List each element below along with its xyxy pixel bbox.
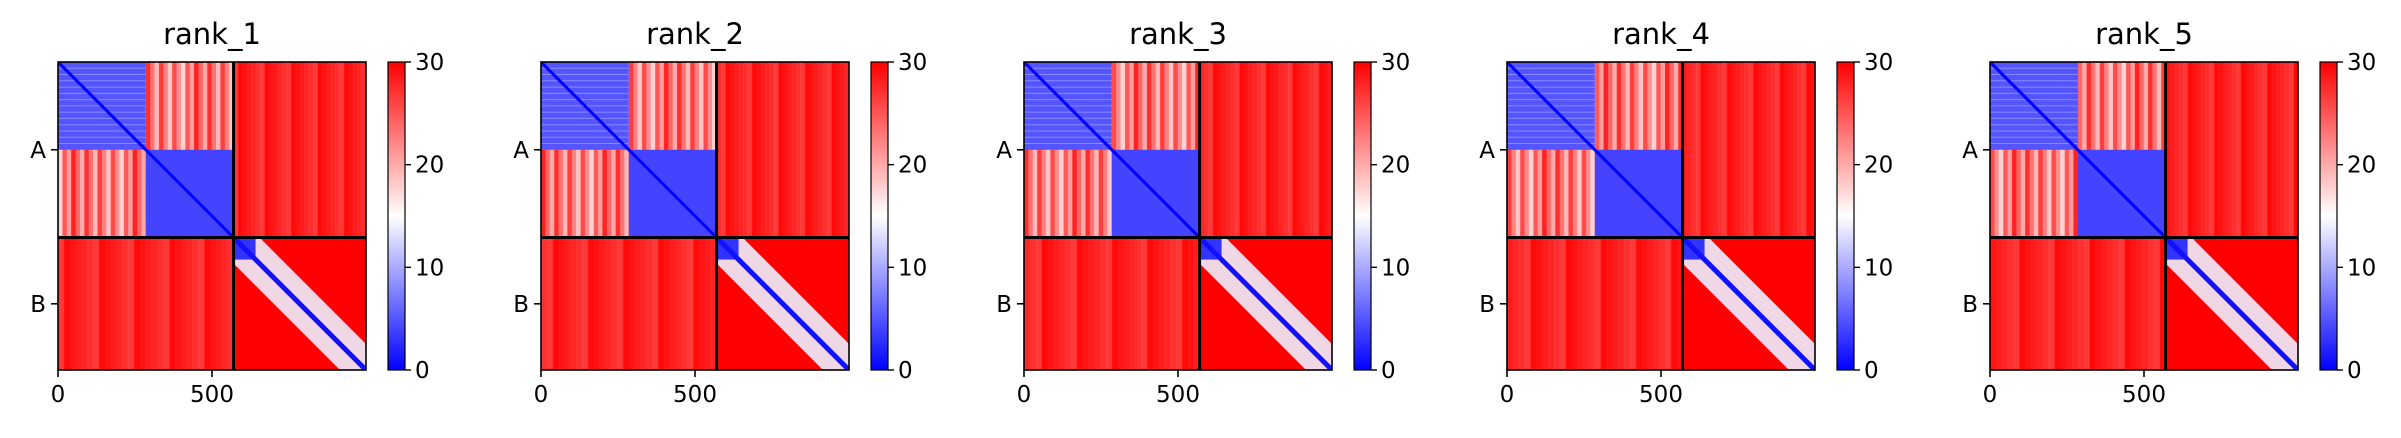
colorbar: 0 10 20 30 [387, 50, 444, 384]
x-tick-label: 0 [51, 382, 66, 408]
y-tick-label: B [1962, 292, 1978, 318]
y-tick-label: B [30, 292, 46, 318]
inter-chain-blocks [1024, 62, 1332, 370]
heatmap-image [1507, 62, 1815, 370]
colorbar-tick-label: 0 [1381, 358, 1396, 384]
y-tick-label: A [30, 138, 46, 164]
y-tick-label: B [513, 292, 529, 318]
x-tick-label: 500 [1156, 382, 1200, 408]
diagonal-a [1990, 62, 2167, 239]
colorbar-gradient [1353, 61, 1372, 371]
colorbar-tick-label: 20 [1864, 153, 1893, 179]
colorbar-tick-label: 30 [1381, 50, 1410, 76]
heatmap-image [1990, 62, 2298, 370]
y-tick-label: A [1962, 138, 1978, 164]
colorbar: 0 10 20 30 [2319, 50, 2376, 384]
heatmap-panel-1: rank_1 0 500 A B 0 10 20 30 [30, 17, 444, 408]
x-tick-label: 0 [1017, 382, 1032, 408]
y-tick-label: B [1479, 292, 1495, 318]
heatmap-image [541, 62, 849, 370]
x-tick-label: 0 [534, 382, 549, 408]
panel-title: rank_1 [163, 17, 261, 51]
colorbar-tick-label: 30 [2347, 50, 2376, 76]
colorbar-tick-label: 0 [1864, 358, 1879, 384]
diagonal-a [1024, 62, 1201, 239]
colorbar-gradient [2319, 61, 2338, 371]
colorbar: 0 10 20 30 [870, 50, 927, 384]
colorbar-tick-label: 10 [1381, 255, 1410, 281]
colorbar-gradient [870, 61, 889, 371]
y-tick-label: B [996, 292, 1012, 318]
heatmap-image [1024, 62, 1332, 370]
diagonal-b [231, 235, 366, 370]
colorbar-tick-label: 20 [415, 153, 444, 179]
diagonal-a [1507, 62, 1684, 239]
inter-chain-blocks [58, 62, 366, 370]
chain-b-block [231, 235, 366, 370]
x-tick-label: 500 [2122, 382, 2166, 408]
panel-title: rank_5 [2095, 17, 2193, 51]
heatmap-panel-5: rank_5 0 500 A B 0 10 20 30 [1962, 17, 2376, 408]
chain-b-block [1197, 235, 1332, 370]
colorbar-tick-label: 20 [1381, 153, 1410, 179]
inter-chain-blocks [1990, 62, 2298, 370]
x-tick-label: 0 [1983, 382, 1998, 408]
colorbar-tick-label: 0 [898, 358, 913, 384]
heatmap-panel-3: rank_3 0 500 A B 0 10 20 30 [996, 17, 1410, 408]
panel-title: rank_3 [1129, 17, 1227, 51]
y-tick-label: A [1479, 138, 1495, 164]
colorbar-tick-label: 30 [1864, 50, 1893, 76]
x-tick-label: 500 [190, 382, 234, 408]
colorbar-tick-label: 10 [415, 255, 444, 281]
heatmap-panel-2: rank_2 0 500 A B 0 10 20 30 [513, 17, 927, 408]
chain-b-block [1680, 235, 1815, 370]
diagonal-b [2163, 235, 2298, 370]
y-tick-label: A [513, 138, 529, 164]
diagonal-a [58, 62, 235, 239]
diagonal-a [541, 62, 718, 239]
heatmap-image [58, 62, 366, 370]
colorbar-tick-label: 30 [415, 50, 444, 76]
colorbar-tick-label: 10 [1864, 255, 1893, 281]
x-tick-label: 500 [1639, 382, 1683, 408]
colorbar-tick-label: 10 [898, 255, 927, 281]
colorbar-tick-label: 20 [2347, 153, 2376, 179]
colorbar-tick-label: 30 [898, 50, 927, 76]
diagonal-b [1680, 235, 1815, 370]
heatmap-panel-4: rank_4 0 500 A B 0 10 20 30 [1479, 17, 1893, 408]
colorbar-tick-label: 10 [2347, 255, 2376, 281]
chain-a-block [541, 62, 718, 239]
chain-b-block [2163, 235, 2298, 370]
colorbar-gradient [387, 61, 406, 371]
inter-chain-blocks [541, 62, 849, 370]
inter-chain-blocks [1507, 62, 1815, 370]
x-tick-label: 0 [1500, 382, 1515, 408]
colorbar-gradient [1836, 61, 1855, 371]
panel-title: rank_2 [646, 17, 744, 51]
panel-title: rank_4 [1612, 17, 1710, 51]
colorbar-tick-label: 0 [2347, 358, 2362, 384]
chain-b-block [714, 235, 849, 370]
diagonal-b [714, 235, 849, 370]
chain-a-block [1507, 62, 1684, 239]
colorbar-tick-label: 0 [415, 358, 430, 384]
chain-a-block [58, 62, 235, 239]
chain-a-block [1024, 62, 1201, 239]
colorbar: 0 10 20 30 [1353, 50, 1410, 384]
y-tick-label: A [996, 138, 1012, 164]
colorbar: 0 10 20 30 [1836, 50, 1893, 384]
chain-a-block [1990, 62, 2167, 239]
x-tick-label: 500 [673, 382, 717, 408]
diagonal-b [1197, 235, 1332, 370]
colorbar-tick-label: 20 [898, 153, 927, 179]
